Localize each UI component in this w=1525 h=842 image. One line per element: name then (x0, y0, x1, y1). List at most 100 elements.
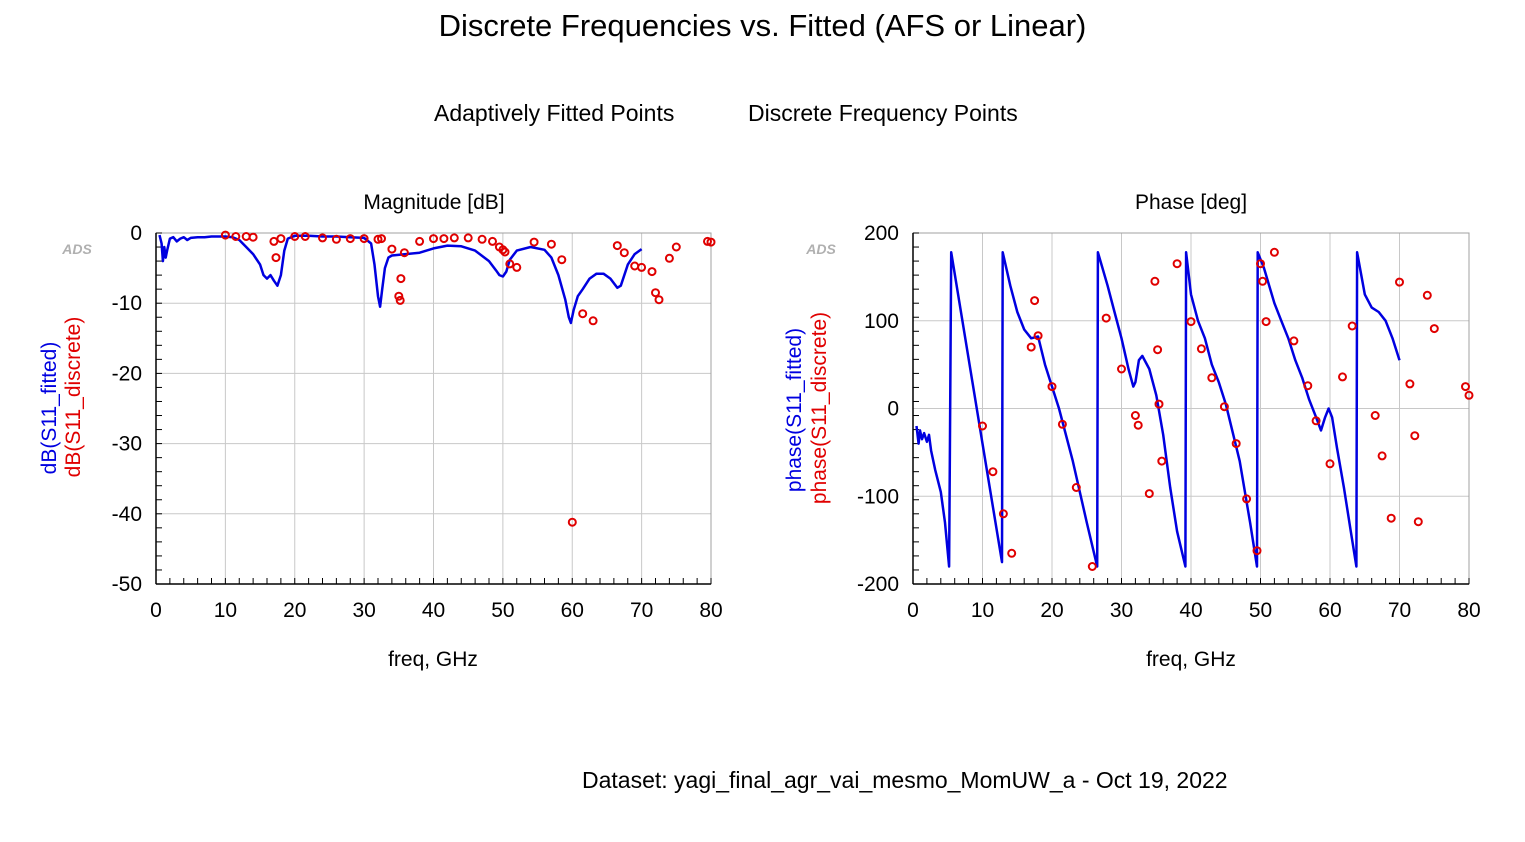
phase-discrete-point (988, 467, 998, 477)
phase-discrete-point (998, 509, 1008, 519)
magnitude-discrete-point (241, 232, 251, 241)
magnitude-xtick-label: 60 (561, 599, 584, 622)
phase-discrete-point (1289, 336, 1299, 346)
magnitude-xtick-label: 50 (491, 599, 514, 622)
magnitude-discrete-point (439, 234, 449, 244)
magnitude-xtick-label: 20 (283, 599, 306, 622)
magnitude-discrete-point (300, 232, 310, 241)
magnitude-ytick-label: -10 (112, 292, 142, 315)
phase-discrete-point (1242, 494, 1252, 504)
magnitude-ylabel-fitted: dB(S11_fitted) (38, 342, 61, 475)
phase-discrete-point (1130, 411, 1140, 420)
magnitude-discrete-point (505, 259, 515, 269)
magnitude-discrete-point (529, 237, 539, 247)
magnitude-xtick-label: 10 (214, 599, 237, 622)
magnitude-discrete-point (399, 248, 409, 258)
phase-discrete-point (1413, 517, 1423, 527)
phase-chart-title: Phase [deg] (1135, 191, 1247, 214)
phase-discrete-point (1303, 381, 1313, 391)
chart-title: Discrete Frequencies vs. Fitted (AFS or … (438, 8, 1087, 43)
magnitude-discrete-point (463, 233, 473, 243)
magnitude-xtick-label: 40 (422, 599, 445, 622)
magnitude-discrete-point (377, 234, 386, 244)
phase-xtick-label: 40 (1179, 599, 1202, 622)
magnitude-discrete-point (578, 309, 588, 319)
phase-xtick-label: 80 (1457, 599, 1480, 622)
magnitude-discrete-point (647, 267, 657, 277)
magnitude-discrete-point (651, 288, 660, 298)
phase-discrete-point (1311, 416, 1321, 426)
magnitude-discrete-point (271, 253, 281, 263)
phase-discrete-point (1117, 364, 1126, 374)
magnitude-discrete-point (500, 247, 510, 257)
phase-discrete-point (1261, 317, 1271, 327)
phase-discrete-point (1386, 513, 1396, 523)
magnitude-ytick-label: 0 (130, 222, 142, 245)
dataset-caption: Dataset: yagi_final_agr_vai_mesmo_MomUW_… (582, 767, 1228, 793)
magnitude-fitted-line (158, 234, 643, 325)
magnitude-discrete-point (395, 295, 405, 305)
magnitude-discrete-point (396, 274, 406, 284)
phase-discrete-point (1377, 451, 1387, 461)
magnitude-discrete-point (387, 244, 397, 254)
phase-discrete-point (1461, 382, 1470, 392)
magnitude-ytick-label: -30 (112, 433, 142, 456)
phase-discrete-point (1047, 382, 1057, 392)
phase-discrete-point (1057, 419, 1067, 429)
phase-discrete-point (1150, 276, 1160, 286)
magnitude-xtick-label: 0 (150, 599, 162, 622)
phase-discrete-point (1087, 562, 1097, 571)
phase-discrete-point (1071, 483, 1081, 492)
phase-discrete-point (1033, 331, 1043, 341)
phase-ytick-label: 200 (864, 222, 899, 245)
phase-discrete-point (1429, 324, 1439, 334)
phase-xtick-label: 60 (1318, 599, 1341, 622)
phase-discrete-point (1395, 277, 1404, 287)
magnitude-discrete-point (429, 234, 438, 244)
phase-discrete-point (1338, 372, 1347, 382)
phase-ytick-label: -200 (857, 573, 899, 596)
magnitude-ytick-label: -40 (112, 503, 142, 526)
phase-discrete-point (1422, 290, 1432, 300)
magnitude-discrete-point (345, 234, 355, 244)
magnitude-discrete-point (512, 262, 522, 272)
magnitude-discrete-point (498, 245, 508, 255)
magnitude-discrete-point (248, 232, 258, 242)
magnitude-discrete-point (318, 233, 327, 243)
magnitude-discrete-point (276, 234, 286, 244)
phase-discrete-point (1258, 276, 1268, 286)
magnitude-discrete-point (619, 248, 629, 258)
phase-discrete-point (1030, 296, 1040, 306)
phase-xtick-label: 50 (1249, 599, 1272, 622)
phase-xlabel: freq, GHz (1146, 648, 1236, 671)
phase-xtick-label: 0 (907, 599, 919, 622)
magnitude-ylabel-discrete: dB(S11_discrete) (62, 317, 85, 478)
magnitude-discrete-point (449, 233, 459, 243)
phase-discrete-point (978, 421, 987, 431)
phase-discrete-point (1153, 345, 1163, 355)
phase-watermark: ADS (805, 241, 836, 257)
magnitude-discrete-point (394, 291, 404, 301)
magnitude-watermark: ADS (61, 241, 92, 257)
phase-xtick-label: 70 (1388, 599, 1411, 622)
magnitude-xtick-label: 70 (630, 599, 653, 622)
phase-ylabel-fitted: phase(S11_fitted) (783, 328, 806, 492)
legend-discrete: Discrete Frequency Points (748, 100, 1018, 126)
phase-discrete-point (1101, 313, 1111, 323)
magnitude-discrete-point (488, 236, 497, 246)
magnitude-discrete-point (290, 232, 300, 241)
phase-fitted-line (915, 251, 1401, 568)
phase-ylabel-discrete: phase(S11_discrete) (808, 312, 831, 504)
phase-discrete-point (1219, 402, 1229, 412)
magnitude-discrete-point (612, 241, 622, 251)
phase-discrete-point (1196, 344, 1206, 354)
phase-discrete-point (1347, 321, 1357, 331)
phase-discrete-point (1144, 489, 1154, 499)
phase-discrete-point (1252, 546, 1262, 556)
phase-discrete-point (1157, 456, 1167, 466)
phase-discrete-point (1207, 373, 1217, 383)
magnitude-ytick-label: -20 (112, 362, 142, 385)
magnitude-discrete-point (671, 242, 681, 252)
magnitude-xtick-label: 80 (699, 599, 722, 622)
magnitude-chart: Magnitude [dB] ADS 0 10 20 30 40 50 60 70 80 0 -10… (38, 191, 723, 671)
